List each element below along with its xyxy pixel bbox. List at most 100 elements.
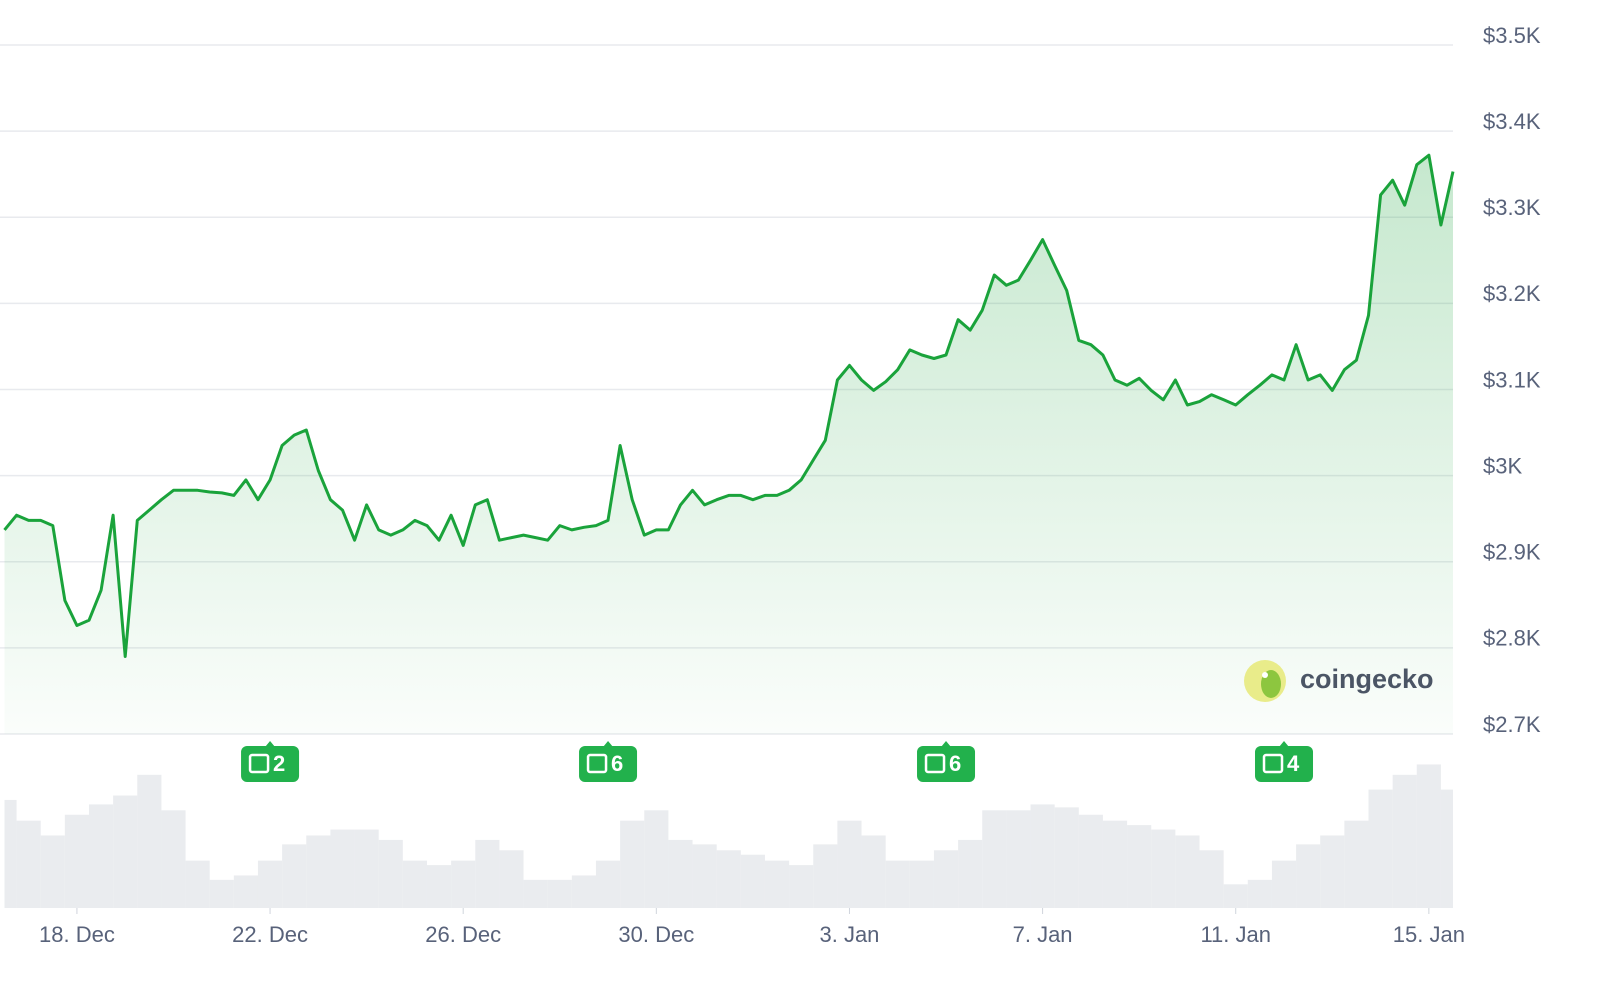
volume-bar (209, 879, 234, 908)
y-tick-label: $2.9K (1483, 540, 1541, 565)
volume-bar (837, 820, 862, 908)
volume-bar (161, 810, 186, 908)
volume-bar (958, 839, 983, 908)
news-badge[interactable]: 4 (1255, 741, 1314, 782)
volume-bar (378, 839, 403, 908)
volume-bar (402, 860, 427, 908)
volume-bar (571, 875, 596, 908)
volume-bar (547, 879, 572, 908)
x-tick-label: 26. Dec (425, 922, 501, 947)
news-badge[interactable]: 6 (579, 741, 638, 782)
news-badge[interactable]: 6 (917, 741, 976, 782)
volume-bar (185, 860, 210, 908)
volume-bar (233, 875, 258, 908)
volume-bar (595, 860, 621, 908)
volume-bar (257, 860, 283, 908)
volume-bar (1127, 825, 1152, 908)
y-tick-label: $3.2K (1483, 281, 1541, 306)
volume-bar (789, 865, 814, 908)
badge-icon (248, 753, 270, 774)
volume-bar (764, 860, 790, 908)
price-area (4, 155, 1453, 734)
volume-bar (1440, 789, 1453, 908)
volume-bar (813, 844, 838, 908)
badge-pointer (941, 741, 952, 747)
volume-bar (426, 865, 452, 908)
volume-bar (933, 850, 959, 908)
badge-icon (1262, 753, 1284, 774)
volume-bar (282, 844, 307, 908)
x-tick-label: 15. Jan (1393, 922, 1465, 947)
x-tick-label: 22. Dec (232, 922, 308, 947)
volume-bar (982, 810, 1007, 908)
volume-bar (523, 879, 548, 908)
news-badge[interactable]: 2 (241, 741, 300, 782)
x-tick-label: 3. Jan (819, 922, 879, 947)
volume-bar (1247, 879, 1272, 908)
volume-bar (306, 835, 331, 908)
badge-icon (924, 753, 946, 774)
volume-bar (1102, 820, 1128, 908)
volume-bar (1030, 804, 1055, 908)
volume-bar (644, 810, 669, 908)
volume-bar (1271, 860, 1297, 908)
watermark-text: coingecko (1300, 664, 1434, 694)
x-tick-label: 11. Jan (1200, 922, 1271, 947)
volume-bar (1416, 764, 1441, 908)
y-tick-label: $3.4K (1483, 109, 1541, 134)
volume-bar (1296, 844, 1321, 908)
volume-bar (1368, 789, 1393, 908)
volume-bar (692, 844, 717, 908)
volume-bar (451, 860, 476, 908)
volume-bar (64, 814, 89, 908)
volume-bar (1392, 774, 1417, 908)
x-tick-label: 30. Dec (618, 922, 694, 947)
volume-bar (354, 829, 379, 908)
x-tick-label: 7. Jan (1013, 922, 1073, 947)
volume-bar (861, 835, 886, 908)
volume-bar (1151, 829, 1176, 908)
badge-count: 6 (611, 751, 623, 776)
badge-count: 6 (949, 751, 961, 776)
y-tick-label: $2.8K (1483, 626, 1541, 651)
volume-bar (1223, 884, 1248, 908)
y-tick-label: $2.7K (1483, 712, 1541, 737)
volume-bar (1006, 810, 1031, 908)
volume-bar (4, 799, 17, 908)
x-tick-label: 18. Dec (39, 922, 115, 947)
volume-bar (1199, 850, 1224, 908)
badge-count: 2 (273, 751, 285, 776)
volume-bar (885, 860, 910, 908)
volume-bar (1054, 807, 1079, 908)
volume-bar (113, 795, 138, 908)
volume-bar (40, 835, 65, 908)
volume-bar (137, 774, 162, 908)
volume-bar (740, 854, 765, 908)
volume-bar (1175, 835, 1200, 908)
badge-pointer (265, 741, 276, 747)
volume-bar (16, 820, 41, 908)
y-tick-label: $3.1K (1483, 367, 1541, 392)
badge-icon (586, 753, 608, 774)
volume-bar (330, 829, 355, 908)
volume-bar (499, 850, 524, 908)
badge-count: 4 (1287, 751, 1300, 776)
volume-bar (1344, 820, 1369, 908)
badge-pointer (1279, 741, 1290, 747)
y-tick-label: $3.5K (1483, 23, 1541, 48)
volume-bar (1078, 814, 1103, 908)
volume-bar (716, 850, 741, 908)
y-tick-label: $3K (1483, 453, 1522, 478)
volume-bar (1320, 835, 1345, 908)
logo-eye (1262, 672, 1268, 678)
watermark: coingecko (1244, 660, 1434, 702)
volume-bar (909, 860, 934, 908)
y-tick-label: $3.3K (1483, 195, 1541, 220)
volume-bar (88, 804, 114, 908)
badge-pointer (603, 741, 614, 747)
volume-bar (668, 839, 693, 908)
price-line (3, 153, 1455, 658)
volume-bar (475, 839, 500, 908)
